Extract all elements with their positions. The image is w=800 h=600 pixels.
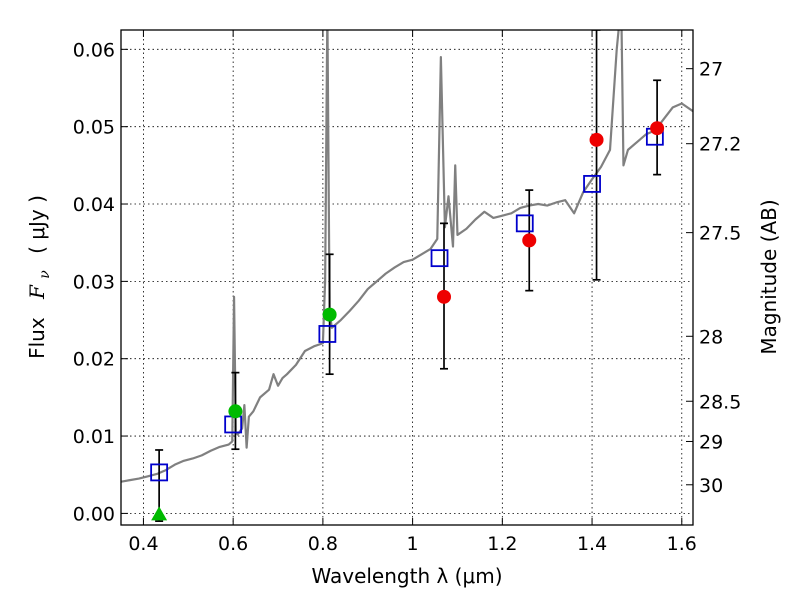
y-axis-title-unit: ( μJy ) <box>25 195 49 254</box>
y-axis-title-word: Flux <box>25 317 49 359</box>
y2-tick-label: 27.2 <box>699 134 741 156</box>
x-tick-label: 0.8 <box>308 533 338 555</box>
y2-tick-label: 28 <box>699 326 723 348</box>
x-axis: 0.4 0.6 0.8 1 1.2 1.4 1.6 <box>128 30 697 555</box>
model-point-square <box>430 249 449 268</box>
photometry-point <box>437 289 452 304</box>
photometry-point <box>589 132 604 147</box>
y2-tick-label: 27.5 <box>699 223 741 245</box>
y2-tick-label: 28.5 <box>699 391 741 413</box>
x-tick-label: 0.4 <box>128 533 158 555</box>
plot-frame <box>120 29 694 526</box>
photometry-point <box>322 307 337 322</box>
y-axis: 0.00 0.01 0.02 0.03 0.04 0.05 0.06 <box>73 39 128 525</box>
x-tick-label: 0.6 <box>218 533 248 555</box>
grid <box>121 30 693 525</box>
y-axis-title: Flux F ν ( μJy ) <box>25 195 54 359</box>
model-point-square <box>583 175 601 193</box>
y2-axis-title: Magnitude (AB) <box>757 199 781 354</box>
y-tick-label: 0.05 <box>73 117 115 139</box>
x-tick-label: 1.6 <box>667 533 697 555</box>
y-axis-title-symbol: F <box>25 284 49 300</box>
y-tick-label: 0.03 <box>73 271 115 293</box>
model-point-square <box>150 463 169 482</box>
upper-limit-triangle <box>151 506 168 521</box>
x-axis-title: Wavelength λ (μm) <box>311 564 502 588</box>
photometry-point <box>522 233 537 248</box>
x-tick-label: 1.4 <box>577 533 607 555</box>
x-tick-label: 1.2 <box>487 533 517 555</box>
y-axis-title-subscript: ν <box>37 270 53 279</box>
y2-tick-label: 29 <box>699 431 723 453</box>
plot-area <box>121 30 693 522</box>
y2-tick-label: 27 <box>699 59 723 81</box>
x-tick-label: 1 <box>407 533 419 555</box>
y2-axis-magnitude: 27 27.2 27.5 28 28.5 29 30 <box>686 59 741 497</box>
photometry-point <box>228 404 243 419</box>
y-tick-label: 0.02 <box>73 349 115 371</box>
photometry-point <box>650 121 665 136</box>
model-point-square <box>515 214 534 233</box>
model-spectrum-line <box>121 30 693 483</box>
y2-tick-label: 30 <box>699 475 723 497</box>
y-tick-label: 0.06 <box>73 39 115 61</box>
y-tick-label: 0.04 <box>73 194 115 216</box>
y-tick-label: 0.00 <box>73 503 115 525</box>
series-layer <box>121 30 693 522</box>
model-point-square <box>318 325 337 343</box>
y-tick-label: 0.01 <box>73 426 115 448</box>
